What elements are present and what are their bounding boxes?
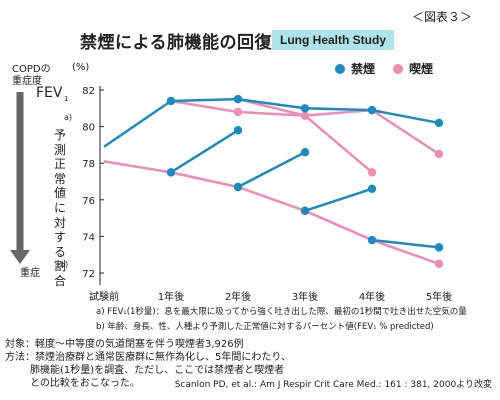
legend-item-quit: 禁煙 (335, 60, 375, 77)
copd-severity-label-line2: 重症度 (12, 76, 42, 87)
series-lines (103, 97, 440, 266)
series-line-smoker (237, 97, 440, 156)
study-badge: Lung Health Study (272, 30, 394, 50)
x-tick-label: 4年後 (359, 290, 385, 303)
x-tick-label: 5年後 (426, 290, 452, 303)
y-axis-ticks: 72 74 76 78 80 82 (82, 86, 104, 280)
x-tick-label: 3年後 (292, 290, 318, 303)
study-method-line2: 肺機能(1秒量)を調査、ただし、ここでは禁煙者と喫煙者 (30, 365, 285, 376)
series-line-quit (371, 238, 440, 249)
data-point-quit (166, 168, 176, 177)
y-tick-label: 78 (82, 159, 95, 170)
legend-label-smoker: 喫煙 (409, 62, 434, 76)
x-tick-label: 試験前 (89, 290, 119, 303)
data-point-quit (300, 104, 310, 113)
data-point-quit (434, 118, 444, 128)
fev-label: FEV (36, 85, 63, 101)
data-point-quit (367, 105, 377, 115)
series-line-quit (237, 151, 306, 189)
severity-arrow (10, 92, 30, 264)
legend-marker-smoker (393, 63, 403, 74)
data-point-smoker (434, 149, 444, 159)
study-method-line1: 方法：禁煙治療群と通常医療群に無作為化し、5年間にわたり、 (5, 352, 291, 363)
data-point-quit (300, 206, 310, 215)
legend-label-quit: 禁煙 (351, 62, 376, 76)
y-tick-label: 82 (82, 86, 95, 97)
series-line-quit (170, 129, 239, 174)
x-tick-label: 1年後 (158, 290, 184, 303)
y-tick-label: 76 (82, 196, 95, 207)
copd-severity-label-line1: COPDの (12, 64, 51, 75)
data-point-quit (233, 182, 243, 192)
data-point-quit (367, 235, 377, 245)
data-point-smoker (300, 111, 310, 120)
citation: Scanlon PD, et al.: Am J Respir Crit Car… (174, 380, 492, 390)
data-point-quit (233, 94, 243, 104)
footnote-a: a) FEV₁(1秒量)：息を最大限に吸ってから強く吐き出した際、最初の1秒間で… (96, 307, 467, 317)
fev-footnote-marker: a) (64, 113, 73, 122)
series-points (166, 94, 444, 269)
y-tick-label: 72 (82, 269, 95, 280)
footnote-b: b) 年齢、身長、性、人種より予測した正常値に対するパーセント値(FEV₁ % … (96, 322, 434, 332)
chart-title: 禁煙による肺機能の回復 (80, 33, 272, 53)
data-point-quit (300, 148, 310, 157)
data-point-quit (166, 96, 176, 106)
data-point-smoker (367, 168, 377, 177)
figure-label: ＜図表３＞ (412, 10, 473, 24)
data-point-quit (367, 184, 377, 194)
legend-marker-quit (335, 63, 345, 74)
series-line-quit (304, 187, 373, 212)
severe-label: 重症 (20, 268, 40, 279)
data-point-quit (434, 243, 444, 252)
data-point-smoker (434, 259, 444, 269)
series-line-quit (103, 97, 440, 148)
y-axis-footnote-marker: b) (60, 260, 69, 269)
y-axis-unit: (%) (72, 62, 90, 73)
x-axis-ticks: 試験前 1年後 2年後 3年後 4年後 5年後 (89, 290, 452, 303)
y-tick-label: 80 (82, 123, 95, 134)
study-target: 対象：軽度～中等度の気道閉塞を伴う喫煙者3,926例 (5, 339, 244, 350)
fev-subscript: 1 (64, 95, 69, 103)
data-point-smoker (233, 107, 243, 117)
series-line-smoker (103, 160, 440, 266)
x-tick-label: 2年後 (225, 290, 251, 303)
y-axis-label: 予測正常値に対する割合 (54, 128, 67, 288)
study-method-line3: との比較をおこなった。 (30, 378, 140, 389)
series-line-smoker (170, 99, 373, 174)
y-tick-label: 74 (82, 232, 95, 243)
data-point-quit (233, 126, 243, 135)
legend-item-smoker: 喫煙 (393, 60, 433, 77)
